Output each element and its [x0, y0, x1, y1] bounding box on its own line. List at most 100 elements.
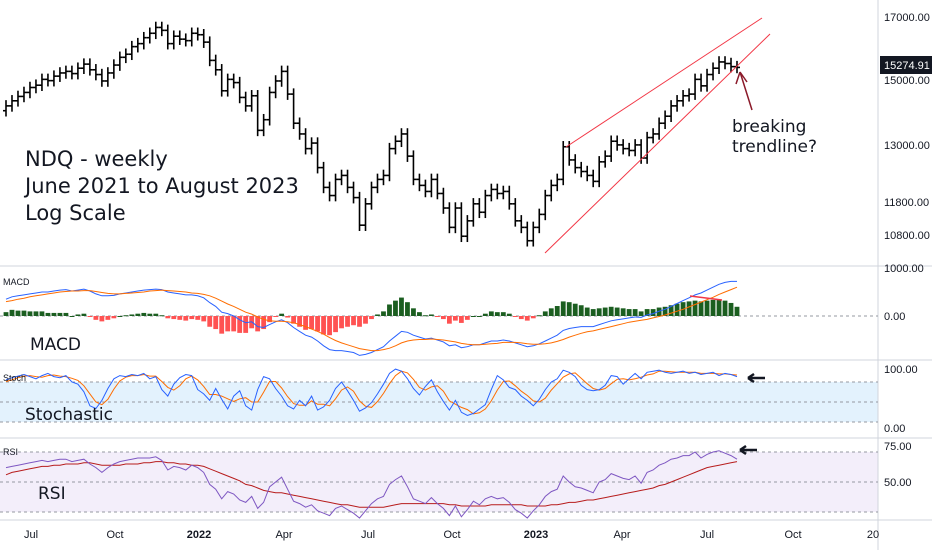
ohlc-bar: [644, 131, 651, 164]
ohlc-bar: [554, 173, 561, 192]
ohlc-bar: [344, 169, 351, 194]
macd-histogram-bar: [45, 312, 51, 316]
macd-histogram-bar: [189, 316, 195, 320]
macd-histogram-bar: [279, 313, 285, 316]
ohlc-bar: [98, 68, 105, 87]
ohlc-bar: [80, 58, 87, 75]
ohlc-bar: [50, 70, 57, 87]
ohlc-bar: [236, 76, 243, 104]
ohlc-bar: [602, 150, 609, 168]
ohlc-bar: [656, 117, 663, 140]
ohlc-bar: [284, 65, 291, 100]
ohlc-bar: [650, 128, 657, 144]
ohlc-bar: [398, 128, 405, 148]
macd-histogram-bar: [51, 312, 57, 316]
channel-lower-line: [544, 33, 771, 254]
macd-histogram-bar: [602, 307, 608, 316]
macd-histogram-bar: [285, 316, 291, 318]
macd-histogram-bar: [243, 316, 249, 333]
ohlc-bar: [482, 189, 489, 219]
ohlc-bar: [674, 95, 681, 112]
ohlc-bar: [722, 56, 729, 70]
annotation-line-2: June 2021 to August 2023: [23, 174, 299, 198]
ohlc-bar: [494, 183, 501, 200]
time-axis-label: Oct: [784, 529, 801, 541]
macd-histogram-bar: [345, 316, 350, 327]
macd-histogram-bar: [476, 316, 482, 317]
macd-histogram-bar: [405, 302, 410, 316]
ohlc-bar: [116, 51, 123, 71]
time-axis-label: Oct: [443, 529, 460, 541]
ohlc-bar: [392, 135, 399, 155]
macd-histogram-bar: [518, 316, 524, 320]
macd-histogram-bar: [446, 316, 452, 324]
macd-histogram-bar: [423, 315, 428, 317]
stoch-tick-100: 100.00: [884, 364, 918, 376]
time-axis-label: Jul: [700, 529, 714, 541]
macd-histogram-bar: [15, 310, 21, 316]
macd-histogram-bar: [105, 316, 111, 320]
ohlc-bar: [266, 86, 273, 126]
ohlc-bar: [152, 21, 159, 40]
ohlc-bar: [314, 137, 321, 174]
ohlc-bar: [8, 95, 15, 112]
time-axis-label: 2022: [187, 529, 211, 541]
ohlc-bar: [296, 117, 303, 140]
macd-histogram-bar: [512, 316, 518, 317]
ohlc-bar: [20, 86, 27, 103]
macd-histogram-bar: [357, 316, 362, 327]
ohlc-bar: [590, 169, 597, 188]
ohlc-bar: [536, 208, 543, 234]
macd-histogram-bar: [494, 312, 500, 316]
macd-histogram-bar: [93, 316, 99, 320]
macd-histogram-bar: [728, 302, 734, 316]
ohlc-bar: [14, 90, 21, 107]
ohlc-bar: [416, 173, 423, 192]
macd-histogram-bar: [63, 312, 69, 316]
macd-histogram-bar: [363, 316, 368, 324]
macd-signal-line: [5, 286, 738, 352]
price-bars: [3, 21, 740, 247]
macd-histogram-bar: [87, 316, 93, 317]
macd-histogram-bar: [530, 316, 536, 319]
ohlc-bar: [488, 183, 495, 202]
macd-histogram-bar: [417, 312, 422, 316]
ohlc-bar: [458, 202, 465, 243]
rsi-arrow-icon: [739, 444, 757, 456]
rsi-tick-50: 50.00: [884, 477, 912, 489]
ohlc-bar: [512, 198, 519, 227]
macd-tick-1000: 1000.00: [884, 263, 924, 275]
price-tick-10800: 10800.00: [884, 230, 930, 242]
macd-histogram-bar: [686, 301, 692, 316]
ohlc-bar: [32, 79, 39, 94]
macd-histogram-bar: [464, 316, 470, 320]
ohlc-bar: [386, 142, 393, 182]
ohlc-bar: [320, 161, 327, 194]
ohlc-bar: [170, 30, 177, 50]
rsi-ma-line: [5, 461, 738, 508]
macd-histogram-bar: [177, 316, 183, 320]
stoch-tick-0: 0.00: [884, 423, 905, 435]
ohlc-bar: [182, 33, 189, 47]
macd-histogram-bar: [500, 312, 506, 316]
macd-histogram-bar: [327, 316, 332, 336]
ohlc-bar: [302, 128, 309, 155]
macd-histogram-bar: [297, 316, 302, 327]
stoch-arrow-icon: [747, 372, 765, 384]
ohlc-bar: [44, 73, 51, 87]
macd-histogram-bar: [632, 309, 638, 316]
macd-histogram-bar: [39, 311, 45, 316]
ohlc-bar: [362, 198, 369, 231]
last-price-badge: [880, 56, 932, 74]
ohlc-bar: [452, 202, 459, 234]
macd-pane-tag: MACD: [3, 277, 30, 287]
callout-line-1: breaking: [732, 117, 806, 137]
time-axis-label: Oct: [106, 529, 123, 541]
macd-histogram-bar: [147, 313, 153, 316]
stoch-d-line: [5, 370, 738, 415]
ohlc-bar: [188, 27, 195, 47]
macd-histogram-bar: [626, 309, 632, 316]
macd-histogram-bar: [33, 311, 39, 316]
ohlc-bar: [146, 27, 153, 44]
